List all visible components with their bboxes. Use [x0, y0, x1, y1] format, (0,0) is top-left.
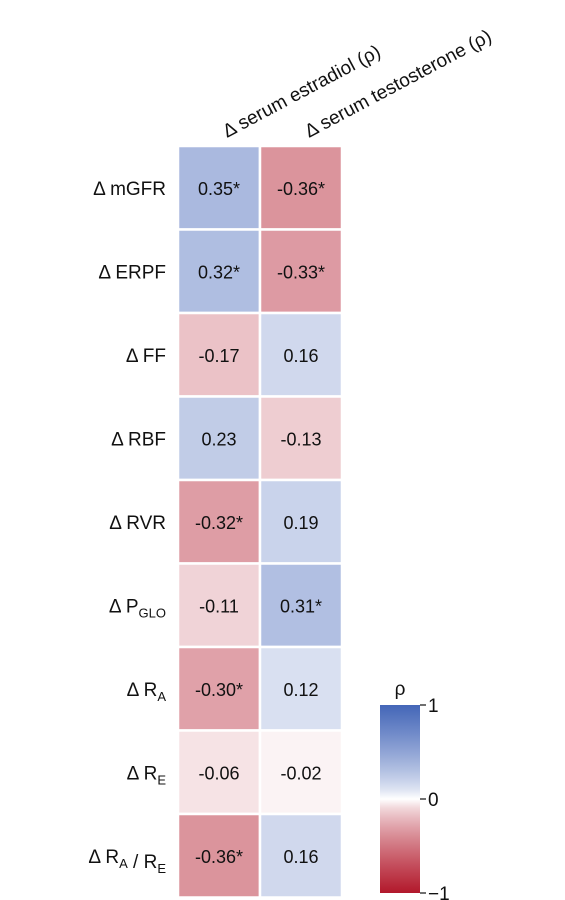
row-label-7: Δ RE: [127, 763, 167, 787]
cell-value-label-r6-c0: -0.30*: [195, 680, 243, 700]
colorbar-tick-label-0: 1: [428, 696, 439, 717]
row-label-7-main: R: [144, 763, 158, 784]
colorbar: ρ 1 0 −1: [380, 679, 450, 900]
row-label-7-prefix: Δ: [127, 763, 144, 784]
cell-value-label-r0-c1: -0.36*: [277, 179, 325, 199]
cell-value-label-r6-c1: 0.12: [283, 680, 318, 700]
row-label-0-main: mGFR: [110, 179, 166, 200]
row-label-8: Δ RA / RE: [88, 847, 166, 876]
row-label-5-main: P: [126, 596, 139, 617]
row-label-3-prefix: Δ: [111, 429, 128, 450]
heatmap-cells: 0.35* -0.36* 0.32* -0.33* -0.17 0.16 0.23 -0.13…: [176, 144, 344, 899]
heatmap-cell-r2-c1: [258, 311, 344, 398]
column-labels: Δ serum estradiol (ρ)Δ serum testosteron…: [219, 26, 495, 142]
row-label-8-sub2: E: [157, 861, 166, 876]
heatmap-cell-r6-c0: [176, 645, 262, 732]
row-label-1-main: ERPF: [115, 262, 166, 283]
row-label-6: Δ RA: [127, 680, 167, 704]
cell-value-label-r3-c1: -0.13: [280, 429, 321, 449]
colorbar-title: ρ: [395, 679, 406, 700]
cell-value-label-r7-c1: -0.02: [280, 763, 321, 783]
cell-value-label-r8-c0: -0.36*: [195, 847, 243, 867]
heatmap-cell-r8-c1: [258, 812, 344, 899]
row-label-6-sub: A: [157, 689, 166, 704]
cell-value-label-r2-c0: -0.17: [198, 346, 239, 366]
heatmap-cell-r2-c0: [176, 311, 262, 398]
row-label-4: Δ RVR: [109, 513, 166, 534]
cell-value-label-r1-c0: 0.32*: [198, 262, 240, 282]
heatmap-cell-r4-c1: [258, 478, 344, 565]
heatmap-cell-r5-c1: [258, 562, 344, 649]
colorbar-tick-label-2: −1: [428, 884, 450, 900]
row-label-2-main: FF: [143, 346, 166, 367]
row-label-6-main: R: [144, 680, 158, 701]
cell-value-label-r8-c1: 0.16: [283, 847, 318, 867]
cell-value-label-r7-c0: -0.06: [198, 763, 239, 783]
row-label-4-prefix: Δ: [109, 513, 126, 534]
cell-value-label-r5-c0: -0.11: [199, 596, 239, 616]
row-label-8-main2: R: [144, 852, 158, 873]
colorbar-tick-label-1: 0: [428, 790, 439, 811]
cell-value-label-r3-c0: 0.23: [201, 429, 236, 449]
heatmap-cell-r8-c0: [176, 812, 262, 899]
row-label-2: Δ FF: [126, 346, 166, 367]
row-label-3-main: RBF: [128, 429, 166, 450]
row-label-5: Δ PGLO: [109, 596, 166, 620]
row-label-8-prefix: Δ: [88, 847, 105, 868]
heatmap-cell-r0-c1: [258, 144, 344, 231]
colorbar-gradient: [380, 705, 420, 893]
row-label-3: Δ RBF: [111, 429, 166, 450]
cell-value-label-r4-c1: 0.19: [283, 513, 318, 533]
row-label-0: Δ mGFR: [93, 179, 166, 200]
row-label-0-prefix: Δ: [93, 179, 110, 200]
row-label-4-main: RVR: [126, 513, 166, 534]
row-label-8-mid: /: [128, 852, 144, 873]
row-label-1-prefix: Δ: [98, 262, 115, 283]
heatmap-cell-r3-c0: [176, 395, 262, 482]
row-label-5-prefix: Δ: [109, 596, 126, 617]
cell-value-label-r1-c1: -0.33*: [277, 262, 325, 282]
row-label-1: Δ ERPF: [98, 262, 166, 283]
heatmap-cell-r3-c1: [258, 395, 344, 482]
row-label-5-sub: GLO: [139, 605, 166, 620]
row-label-2-prefix: Δ: [126, 346, 143, 367]
cell-value-label-r5-c1: 0.31*: [280, 596, 322, 616]
row-label-8-sub: A: [119, 856, 128, 871]
heatmap-cell-r6-c1: [258, 645, 344, 732]
heatmap-cell-r7-c1: [258, 729, 344, 816]
row-label-6-prefix: Δ: [127, 680, 144, 701]
cell-value-label-r4-c0: -0.32*: [195, 513, 243, 533]
cell-value-label-r0-c0: 0.35*: [198, 179, 240, 199]
row-label-7-sub: E: [157, 772, 166, 787]
row-label-8-main: R: [105, 847, 119, 868]
cell-value-label-r2-c1: 0.16: [283, 346, 318, 366]
